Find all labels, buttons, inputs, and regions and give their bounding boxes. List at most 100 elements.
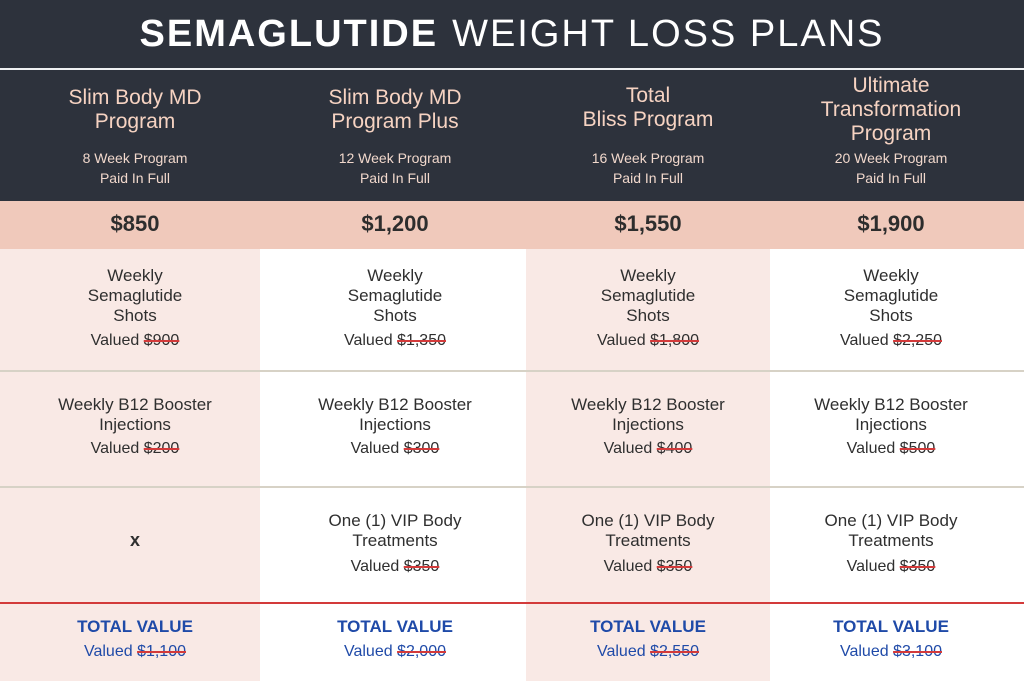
feature-label: Weekly Semaglutide Shots xyxy=(600,266,696,325)
feature-label: Weekly B12 Booster Injections xyxy=(58,395,212,434)
not-included-mark: x xyxy=(129,530,140,550)
price-cell-3: $1,550 xyxy=(524,201,772,249)
plan-price: $1,550 xyxy=(614,211,682,236)
total-value: Valued $2,000 xyxy=(270,643,520,661)
valued-prefix: Valued xyxy=(596,643,651,660)
valued-prefix: Valued xyxy=(603,440,657,457)
plan-duration: 20 Week Program xyxy=(834,150,948,166)
shots-cell-4: Weekly Semaglutide Shots Valued $2,250 xyxy=(768,266,1014,350)
plan-price: $1,900 xyxy=(857,211,925,236)
plan-header-4: Ultimate Transformation Program xyxy=(768,74,1014,146)
struck-value: $2,550 xyxy=(650,643,699,660)
plan-duration: 12 Week Program xyxy=(338,150,452,166)
b12-cell-4: Weekly B12 Booster Injections Valued $50… xyxy=(768,395,1014,458)
valued-prefix: Valued xyxy=(839,643,894,660)
b12-cell-3: Weekly B12 Booster Injections Valued $40… xyxy=(524,395,772,458)
shaded-column-3 xyxy=(526,249,770,681)
feature-label: One (1) VIP Body Treatments xyxy=(328,511,462,550)
valued-prefix: Valued xyxy=(343,332,398,349)
b12-cell-2: Weekly B12 Booster Injections Valued $30… xyxy=(270,395,520,458)
struck-value: $350 xyxy=(656,558,693,575)
struck-value: $1,350 xyxy=(397,332,446,349)
feature-label: Weekly Semaglutide Shots xyxy=(87,266,183,325)
plan-sub-2: 12 Week Program Paid In Full xyxy=(270,148,520,188)
feature-value: Valued $300 xyxy=(270,440,520,458)
plan-payment: Paid In Full xyxy=(855,170,927,186)
b12-cell-1: Weekly B12 Booster Injections Valued $20… xyxy=(10,395,260,458)
vip-cell-2: One (1) VIP Body Treatments Valued $350 xyxy=(270,511,520,576)
plan-header-3: Total Bliss Program xyxy=(524,84,772,132)
feature-value: Valued $2,250 xyxy=(768,332,1014,350)
struck-value: $900 xyxy=(143,332,180,349)
total-label: TOTAL VALUE xyxy=(590,617,706,636)
valued-prefix: Valued xyxy=(90,440,144,457)
struck-value: $350 xyxy=(899,558,936,575)
struck-value: $2,000 xyxy=(397,643,446,660)
price-cell-4: $1,900 xyxy=(768,201,1014,249)
feature-label: Weekly B12 Booster Injections xyxy=(571,395,725,434)
plan-name: Slim Body MD Program Plus xyxy=(328,86,462,133)
total-value: Valued $3,100 xyxy=(768,643,1014,661)
page-title: SEMAGLUTIDE WEIGHT LOSS PLANS xyxy=(0,0,1024,68)
plan-price: $1,200 xyxy=(361,211,429,236)
valued-prefix: Valued xyxy=(596,332,651,349)
plan-sub-4: 20 Week Program Paid In Full xyxy=(768,148,1014,188)
plan-sub-1: 8 Week Program Paid In Full xyxy=(10,148,260,188)
valued-prefix: Valued xyxy=(90,332,144,349)
total-value: Valued $1,100 xyxy=(10,643,260,661)
plan-payment: Paid In Full xyxy=(359,170,431,186)
title-light: WEIGHT LOSS PLANS xyxy=(452,12,885,55)
price-cell-2: $1,200 xyxy=(270,201,520,249)
plan-header-1: Slim Body MD Program xyxy=(10,86,260,134)
feature-label: Weekly Semaglutide Shots xyxy=(347,266,443,325)
plan-name: Total Bliss Program xyxy=(582,84,714,131)
valued-prefix: Valued xyxy=(603,558,657,575)
plan-name: Ultimate Transformation Program xyxy=(820,74,962,145)
feature-label: One (1) VIP Body Treatments xyxy=(581,511,715,550)
struck-value: $1,100 xyxy=(137,643,186,660)
struck-value: $500 xyxy=(899,440,936,457)
total-cell-1: TOTAL VALUE Valued $1,100 xyxy=(10,617,260,661)
shaded-column-1 xyxy=(0,249,260,681)
feature-value: Valued $350 xyxy=(270,558,520,576)
valued-prefix: Valued xyxy=(350,558,404,575)
plan-payment: Paid In Full xyxy=(612,170,684,186)
feature-value: Valued $200 xyxy=(10,440,260,458)
struck-value: $3,100 xyxy=(893,643,942,660)
total-divider xyxy=(0,602,1024,604)
valued-prefix: Valued xyxy=(350,440,404,457)
plan-duration: 8 Week Program xyxy=(82,150,188,166)
price-cell-1: $850 xyxy=(10,201,260,249)
title-bold: SEMAGLUTIDE xyxy=(139,12,439,55)
struck-value: $2,250 xyxy=(893,332,942,349)
feature-label: Weekly Semaglutide Shots xyxy=(843,266,939,325)
shots-cell-1: Weekly Semaglutide Shots Valued $900 xyxy=(10,266,260,350)
struck-value: $200 xyxy=(143,440,180,457)
feature-value: Valued $350 xyxy=(768,558,1014,576)
feature-label: Weekly B12 Booster Injections xyxy=(318,395,472,434)
feature-value: Valued $500 xyxy=(768,440,1014,458)
vip-cell-3: One (1) VIP Body Treatments Valued $350 xyxy=(524,511,772,576)
vip-cell-1: x xyxy=(10,530,260,551)
feature-value: Valued $900 xyxy=(10,332,260,350)
shots-cell-2: Weekly Semaglutide Shots Valued $1,350 xyxy=(270,266,520,350)
plan-sub-3: 16 Week Program Paid In Full xyxy=(524,148,772,188)
plan-price: $850 xyxy=(110,211,160,236)
plan-payment: Paid In Full xyxy=(99,170,171,186)
plans-header: Slim Body MD Program 8 Week Program Paid… xyxy=(0,70,1024,201)
struck-value: $1,800 xyxy=(650,332,699,349)
total-cell-3: TOTAL VALUE Valued $2,550 xyxy=(524,617,772,661)
total-value: Valued $2,550 xyxy=(524,643,772,661)
valued-prefix: Valued xyxy=(83,643,138,660)
shots-cell-3: Weekly Semaglutide Shots Valued $1,800 xyxy=(524,266,772,350)
row-divider xyxy=(0,486,1024,488)
valued-prefix: Valued xyxy=(846,558,900,575)
total-cell-4: TOTAL VALUE Valued $3,100 xyxy=(768,617,1014,661)
feature-value: Valued $1,800 xyxy=(524,332,772,350)
total-label: TOTAL VALUE xyxy=(77,617,193,636)
plan-duration: 16 Week Program xyxy=(591,150,705,166)
price-row: $850 $1,200 $1,550 $1,900 xyxy=(0,201,1024,249)
feature-value: Valued $1,350 xyxy=(270,332,520,350)
vip-cell-4: One (1) VIP Body Treatments Valued $350 xyxy=(768,511,1014,576)
feature-value: Valued $400 xyxy=(524,440,772,458)
